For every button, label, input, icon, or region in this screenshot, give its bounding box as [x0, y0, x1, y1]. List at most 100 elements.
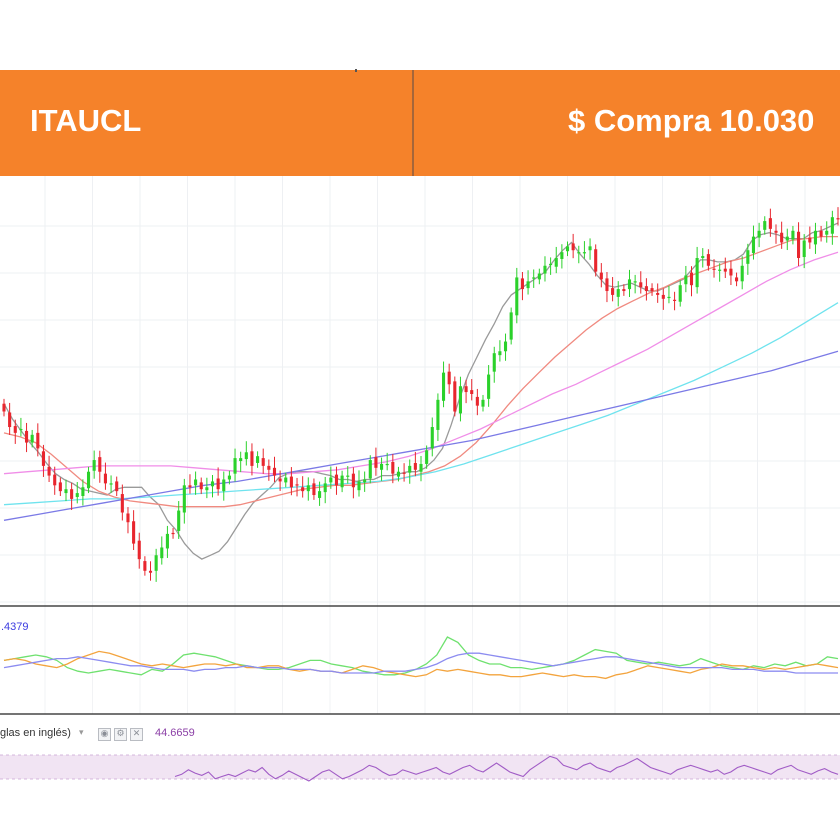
- candle-body: [402, 472, 406, 474]
- candle-body: [667, 296, 671, 299]
- candle-body: [58, 482, 62, 492]
- candle-body: [177, 510, 181, 531]
- candle-body: [19, 428, 23, 431]
- candle-body: [171, 532, 175, 535]
- candle-body: [182, 485, 186, 513]
- candle-body: [487, 374, 491, 399]
- candle-body: [222, 479, 226, 492]
- chart-grid: [0, 176, 840, 714]
- candle-body: [30, 434, 34, 443]
- candle-body: [13, 426, 17, 433]
- candle-body: [774, 230, 778, 233]
- candle-body: [306, 485, 310, 492]
- candle-body: [312, 483, 316, 496]
- candle-body: [515, 277, 519, 316]
- eye-icon[interactable]: ◉: [98, 728, 111, 741]
- candle-body: [334, 474, 339, 486]
- gear-icon[interactable]: ⚙: [114, 728, 127, 741]
- candle-body: [8, 412, 12, 428]
- candle-body: [757, 230, 761, 238]
- dmi-value: .4379: [1, 621, 29, 633]
- candle-body: [616, 289, 620, 297]
- rsi-value: 44.6659: [155, 727, 195, 739]
- candle-body: [701, 256, 705, 258]
- candle-body: [571, 243, 575, 251]
- candle-body: [802, 240, 806, 258]
- candle-body: [791, 230, 795, 240]
- candle-body: [53, 474, 57, 486]
- candle-body: [582, 252, 586, 254]
- candle-body: [673, 299, 677, 301]
- candle-body: [599, 272, 603, 280]
- candle-body: [98, 457, 102, 472]
- candle-body: [458, 386, 462, 414]
- candle-body: [554, 258, 558, 267]
- rsi-line: [174, 755, 839, 782]
- candle-body: [374, 457, 378, 468]
- candle-body: [143, 561, 147, 571]
- candle-body: [520, 278, 524, 290]
- candle-body: [239, 458, 243, 462]
- candle-body: [351, 473, 355, 488]
- candle-body: [678, 285, 682, 302]
- candle-body: [363, 479, 367, 483]
- moving-average-line: [3, 251, 839, 475]
- candle-body: [148, 570, 153, 573]
- candle-body: [706, 254, 710, 266]
- candle-body: [385, 463, 389, 466]
- candle-body: [661, 294, 665, 299]
- candle-body: [808, 237, 812, 243]
- candle-body: [611, 288, 615, 295]
- candle-body: [199, 482, 203, 490]
- candle-body: [126, 513, 130, 523]
- chevron-down-icon[interactable]: ▾: [79, 727, 84, 737]
- header-banner: [0, 70, 840, 176]
- candle-body: [594, 249, 598, 272]
- candle-body: [41, 451, 45, 466]
- candle-body: [256, 456, 260, 463]
- candle-body: [233, 458, 237, 474]
- candle-body: [735, 277, 739, 282]
- candle-body: [289, 476, 293, 488]
- candle-body: [278, 478, 282, 482]
- candle-body: [2, 403, 6, 412]
- candle-body: [132, 521, 136, 544]
- candle-body: [408, 465, 412, 473]
- candle-body: [656, 292, 660, 295]
- candle-body: [216, 478, 220, 490]
- candle-body: [205, 487, 209, 491]
- candle-body: [825, 230, 829, 235]
- candle-body: [718, 269, 722, 271]
- banner-notch: [355, 69, 357, 72]
- candle-body: [498, 351, 502, 356]
- candle-body: [549, 263, 553, 266]
- candle-body: [340, 475, 344, 488]
- candle-body: [797, 231, 801, 258]
- candle-body: [650, 288, 654, 292]
- candle-body: [318, 491, 322, 498]
- candle-body: [154, 555, 158, 571]
- rsi-band: [0, 755, 840, 779]
- candle-body: [165, 533, 169, 549]
- rsi-title: glas en inglés): [0, 727, 71, 739]
- candle-body: [267, 465, 271, 470]
- candle-body: [103, 473, 107, 484]
- candle-body: [188, 485, 192, 488]
- candle-body: [250, 451, 254, 466]
- candle-body: [723, 268, 727, 272]
- candle-body: [120, 494, 124, 513]
- dmi-line-minus_di: [3, 650, 839, 680]
- candle-body: [115, 481, 119, 492]
- close-icon[interactable]: ✕: [130, 728, 143, 741]
- candle-body: [380, 463, 384, 470]
- candle-body: [64, 489, 68, 494]
- candle-body: [227, 475, 231, 480]
- candle-body: [81, 487, 85, 496]
- candle-body: [346, 475, 350, 477]
- candle-body: [475, 396, 479, 406]
- candle-body: [75, 493, 79, 497]
- candle-body: [503, 341, 508, 352]
- banner-divider: [412, 70, 414, 176]
- candle-body: [295, 484, 299, 486]
